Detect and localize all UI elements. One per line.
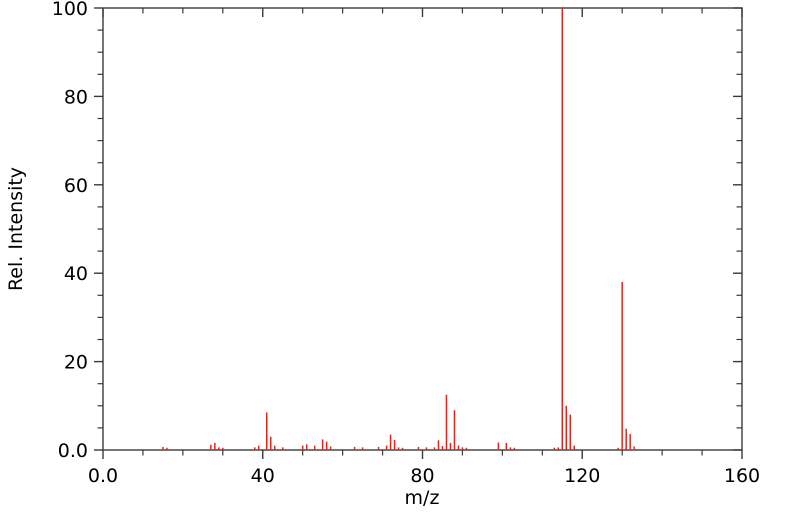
- plot-frame: [102, 7, 743, 451]
- x-tick-label: 80: [410, 465, 434, 487]
- y-tick-label: 0.0: [58, 440, 88, 462]
- x-tick-label: 0.0: [88, 465, 118, 487]
- x-axis-title: m/z: [405, 487, 440, 509]
- x-axis-ticks: [102, 8, 743, 459]
- y-tick-label: 40: [64, 263, 88, 285]
- x-tick-label: 120: [564, 465, 600, 487]
- peak-series: [162, 8, 635, 450]
- y-axis-tick-labels: 0.0 20 40 60 80 100: [52, 0, 88, 462]
- y-tick-label: 80: [64, 86, 88, 108]
- x-axis-tick-labels: 0.0 40 80 120 160: [88, 465, 760, 487]
- y-axis-ticks: [94, 7, 742, 451]
- y-axis-title: Rel. Intensity: [5, 167, 27, 291]
- y-tick-label: 100: [52, 0, 88, 20]
- y-tick-label: 60: [64, 175, 88, 197]
- y-tick-label: 20: [64, 352, 88, 374]
- x-tick-label: 160: [724, 465, 760, 487]
- x-tick-label: 40: [251, 465, 275, 487]
